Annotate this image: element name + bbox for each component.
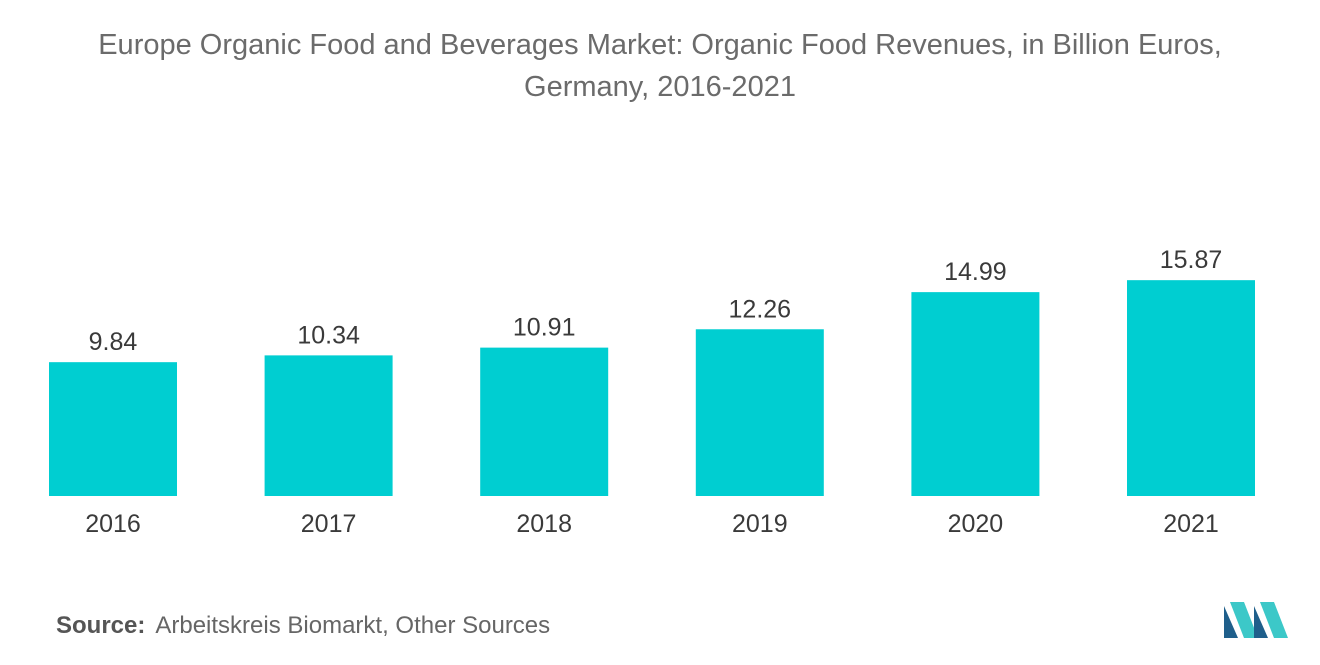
chart-title: Europe Organic Food and Beverages Market… [0,24,1320,108]
x-tick-label-2016: 2016 [85,510,141,538]
data-label-2018: 10.91 [513,314,576,342]
data-label-2020: 14.99 [944,258,1007,286]
data-label-2019: 12.26 [729,295,792,323]
bar-2016 [49,362,177,496]
bar-2018 [480,347,609,496]
logo-shape-3 [1254,606,1268,638]
x-tick-label-2021: 2021 [1163,510,1219,538]
source-text: Arbeitskreis Biomarkt, Other Sources [155,612,551,639]
bar-2019 [695,329,824,496]
logo-shape-1 [1224,606,1238,638]
data-label-2016: 9.84 [89,328,138,356]
x-tick-label-2020: 2020 [948,510,1004,538]
chart-title-line-2: Germany, 2016-2021 [524,71,796,103]
logo-shape-2 [1230,602,1258,638]
source-label: Source: [56,612,146,639]
data-label-2017: 10.34 [297,321,360,349]
bar-2021 [1127,280,1255,496]
bar-2017 [264,355,393,496]
bar-2020 [911,292,1040,496]
source-note: Source: Arbeitskreis Biomarkt, Other Sour… [56,612,550,640]
logo-shape-4 [1260,602,1288,638]
chart-title-line-1: Europe Organic Food and Beverages Market… [98,29,1222,61]
x-tick-label-2018: 2018 [516,510,572,538]
x-tick-label-2017: 2017 [301,510,357,538]
brand-logo-icon [1224,602,1288,638]
data-label-2021: 15.87 [1160,246,1223,274]
x-tick-label-2019: 2019 [732,510,788,538]
